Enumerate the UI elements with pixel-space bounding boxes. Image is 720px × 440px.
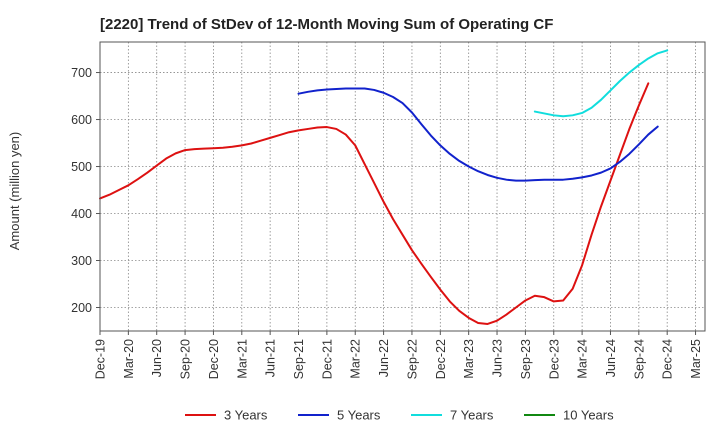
x-tick-label: Sep-21 <box>292 339 306 379</box>
x-tick-label: Mar-21 <box>235 339 249 379</box>
x-tick-label: Jun-20 <box>150 339 164 377</box>
y-tick-label: 200 <box>71 301 92 315</box>
y-tick-label: 300 <box>71 254 92 268</box>
grid <box>100 42 705 331</box>
y-tick-label: 500 <box>71 160 92 174</box>
y-axis-ticks: 200 300 400 500 600 700 <box>71 66 100 315</box>
series-line-5-years <box>297 87 659 182</box>
plot-frame <box>99 41 706 332</box>
x-tick-label: Jun-22 <box>377 339 391 377</box>
x-tick-label: Dec-21 <box>320 339 334 379</box>
legend: 3 Years 5 Years 7 Years 10 Years <box>185 408 614 423</box>
x-tick-label: Jun-23 <box>491 339 505 377</box>
legend-label: 10 Years <box>563 408 614 423</box>
y-tick-label: 700 <box>71 66 92 80</box>
x-tick-label: Jun-24 <box>604 339 618 377</box>
y-tick-label: 400 <box>71 207 92 221</box>
x-tick-label: Mar-23 <box>462 339 476 379</box>
x-tick-label: Dec-24 <box>661 339 675 379</box>
x-axis-ticks: Dec-19 Mar-20 Jun-20 Sep-20 Dec-20 Mar-21 Jun-… <box>94 331 703 379</box>
x-tick-label: Dec-22 <box>434 339 448 379</box>
y-tick-label: 600 <box>71 113 92 127</box>
legend-label: 5 Years <box>337 408 381 423</box>
legend-label: 7 Years <box>450 408 494 423</box>
x-tick-label: Mar-25 <box>689 339 703 379</box>
x-tick-label: Mar-24 <box>576 339 590 379</box>
series-line-3-years <box>99 82 650 325</box>
chart-title: [2220] Trend of StDev of 12-Month Moving… <box>100 16 553 33</box>
x-tick-label: Sep-24 <box>632 339 646 379</box>
x-tick-label: Sep-22 <box>405 339 419 379</box>
series-line-7-years <box>533 49 669 118</box>
x-tick-label: Sep-20 <box>179 339 193 379</box>
series-lines <box>99 49 669 325</box>
x-tick-label: Mar-22 <box>349 339 363 379</box>
x-tick-label: Sep-23 <box>519 339 533 379</box>
x-tick-label: Dec-20 <box>207 339 221 379</box>
y-axis-label: Amount (million yen) <box>7 132 22 251</box>
x-tick-label: Mar-20 <box>122 339 136 379</box>
x-tick-label: Dec-23 <box>547 339 561 379</box>
x-tick-label: Jun-21 <box>264 339 278 377</box>
x-tick-label: Dec-19 <box>94 339 108 379</box>
legend-label: 3 Years <box>224 408 268 423</box>
